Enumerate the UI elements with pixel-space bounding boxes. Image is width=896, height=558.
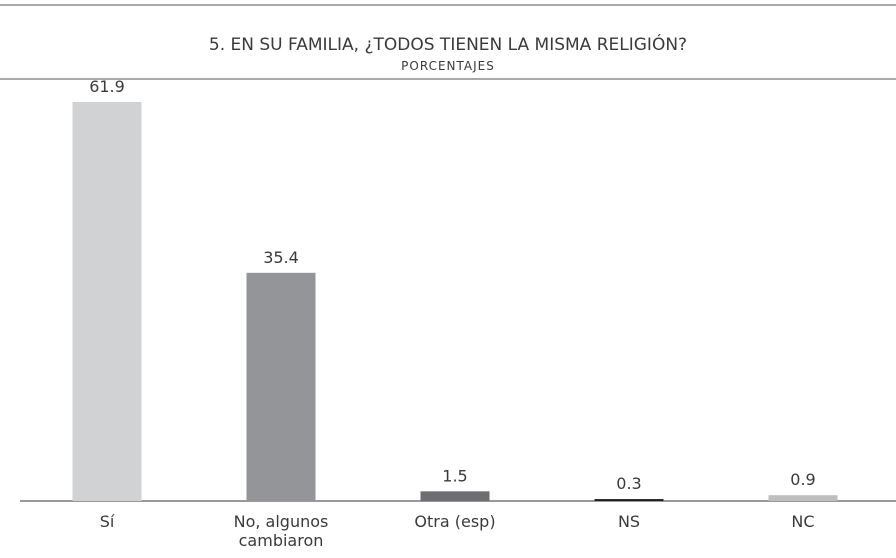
bar <box>420 491 490 501</box>
chart-subtitle: PORCENTAJES <box>401 59 495 73</box>
x-tick-label: NS <box>617 512 641 531</box>
bar <box>594 499 664 501</box>
x-tick-label: No, algunos cambiaron <box>233 512 329 550</box>
x-tick-label: Sí <box>99 512 115 531</box>
chart-title: 5. EN SU FAMILIA, ¿TODOS TIENEN LA MISMA… <box>209 33 687 55</box>
bar <box>768 495 838 501</box>
bar <box>72 102 142 501</box>
value-label: 1.5 <box>442 466 467 485</box>
value-label: 0.9 <box>790 470 815 489</box>
x-tick-label: NC <box>791 512 815 531</box>
x-tick-label: Otra (esp) <box>414 512 496 531</box>
value-label: 0.3 <box>616 474 641 493</box>
value-label: 35.4 <box>263 248 299 267</box>
bar <box>246 272 316 501</box>
value-label: 61.9 <box>89 77 125 96</box>
